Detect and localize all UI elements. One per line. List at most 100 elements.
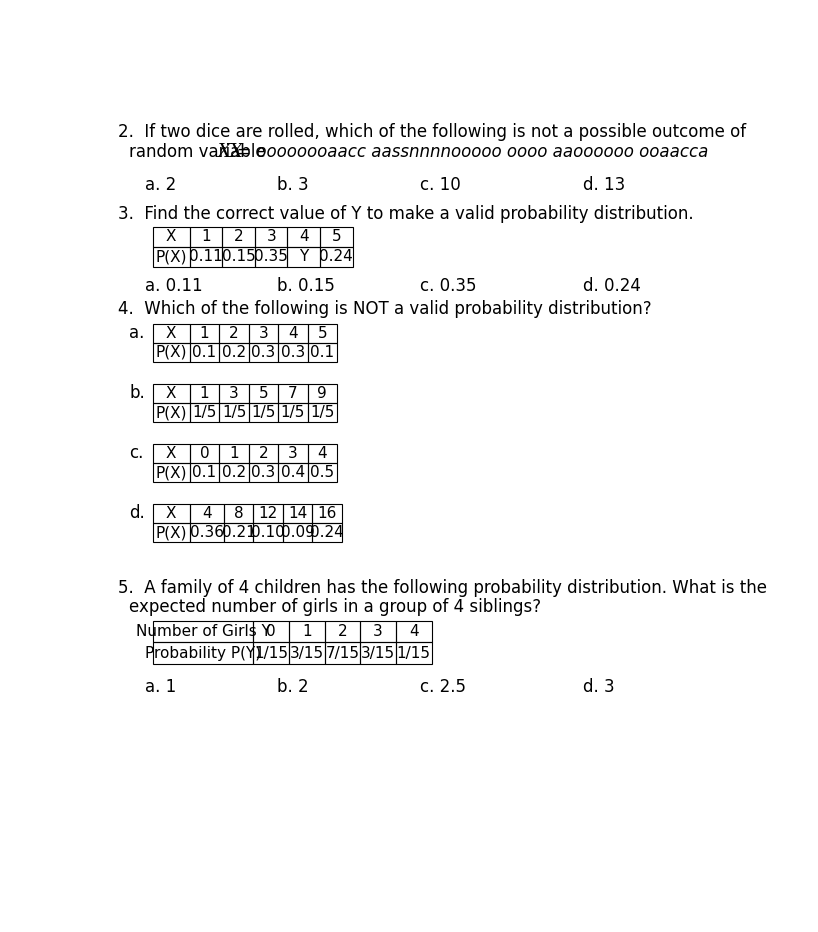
Text: 3/15: 3/15 (290, 646, 324, 661)
Bar (224, 504, 254, 523)
Text: 0.15: 0.15 (222, 249, 255, 264)
Bar (320, 247, 353, 267)
Text: c.: c. (129, 444, 144, 461)
Text: 4: 4 (202, 506, 212, 521)
Text: 0.36: 0.36 (190, 525, 224, 541)
Bar (222, 247, 255, 267)
Text: 9: 9 (317, 386, 327, 401)
Bar (287, 226, 320, 247)
Text: 3: 3 (288, 445, 298, 460)
Bar (219, 384, 249, 403)
Bar (249, 463, 278, 482)
Bar (249, 444, 278, 463)
Bar (153, 403, 190, 422)
Text: a. 2: a. 2 (145, 176, 176, 194)
Bar (308, 384, 337, 403)
Bar (190, 247, 222, 267)
Text: X: X (166, 506, 177, 521)
Text: 2: 2 (234, 229, 244, 244)
Bar (219, 463, 249, 482)
Text: 4.  Which of the following is NOT a valid probability distribution?: 4. Which of the following is NOT a valid… (118, 300, 651, 319)
Text: c. 2.5: c. 2.5 (420, 678, 466, 696)
Bar (308, 403, 337, 422)
Text: 1/15: 1/15 (397, 646, 431, 661)
Text: d.: d. (129, 504, 145, 522)
Text: 0.4: 0.4 (281, 465, 305, 480)
Text: 1/15: 1/15 (254, 646, 288, 661)
Text: X: X (166, 229, 177, 244)
Text: 0.3: 0.3 (281, 345, 305, 360)
Text: 0.11: 0.11 (189, 249, 223, 264)
Bar (190, 523, 224, 542)
Text: 0.2: 0.2 (222, 465, 246, 480)
Text: P(X): P(X) (155, 249, 187, 264)
Text: 4: 4 (317, 445, 327, 460)
Bar (278, 323, 308, 343)
Text: 0.10: 0.10 (251, 525, 285, 541)
Bar (283, 523, 312, 542)
Text: 5: 5 (317, 325, 327, 341)
Bar (289, 621, 325, 642)
Text: a. 1: a. 1 (145, 678, 176, 696)
Text: 1/5: 1/5 (222, 405, 246, 420)
Text: X: X (166, 445, 177, 460)
Bar (308, 323, 337, 343)
Bar (308, 343, 337, 363)
Text: 3: 3 (229, 386, 239, 401)
Text: Probability P(Y): Probability P(Y) (145, 646, 261, 661)
Text: b. 2: b. 2 (276, 678, 308, 696)
Text: 1/5: 1/5 (251, 405, 276, 420)
Bar (190, 343, 219, 363)
Text: 1/5: 1/5 (281, 405, 305, 420)
Text: 0.3: 0.3 (251, 345, 276, 360)
Text: 12: 12 (258, 506, 278, 521)
Text: b. 0.15: b. 0.15 (276, 278, 335, 295)
Text: 0: 0 (200, 445, 209, 460)
Bar (153, 226, 190, 247)
Text: 0.1: 0.1 (192, 345, 217, 360)
Text: 5.  A family of 4 children has the following probability distribution. What is t: 5. A family of 4 children has the follow… (118, 579, 766, 597)
Text: 0.09: 0.09 (281, 525, 314, 541)
Text: 7/15: 7/15 (326, 646, 359, 661)
Text: c. 0.35: c. 0.35 (420, 278, 477, 295)
Text: 1/5: 1/5 (192, 405, 217, 420)
Text: = oooooooaacc aassnnnnooooo oooo aaoooooo ooaacca: = oooooooaacc aassnnnnooooo oooo aaooooo… (232, 144, 709, 161)
Bar (219, 323, 249, 343)
Bar (190, 444, 219, 463)
Text: random variable: random variable (129, 144, 276, 161)
Text: 14: 14 (288, 506, 308, 521)
Text: 0.3: 0.3 (251, 465, 276, 480)
Text: expected number of girls in a group of 4 siblings?: expected number of girls in a group of 4… (129, 597, 542, 616)
Text: d. 0.24: d. 0.24 (582, 278, 640, 295)
Text: b. 3: b. 3 (276, 176, 308, 194)
Text: 2.  If two dice are rolled, which of the following is not a possible outcome of: 2. If two dice are rolled, which of the … (118, 123, 746, 142)
Text: 1: 1 (302, 624, 312, 639)
Text: X: X (166, 325, 177, 341)
Bar (325, 621, 360, 642)
Bar (360, 642, 396, 664)
Text: P(X): P(X) (155, 405, 187, 420)
Text: c. 10: c. 10 (420, 176, 461, 194)
Bar (320, 226, 353, 247)
Text: 0.5: 0.5 (310, 465, 335, 480)
Bar (219, 444, 249, 463)
Bar (153, 323, 190, 343)
Text: 0.21: 0.21 (222, 525, 255, 541)
Bar (396, 642, 432, 664)
Bar (289, 642, 325, 664)
Text: 4: 4 (299, 229, 308, 244)
Text: 1/5: 1/5 (310, 405, 335, 420)
Bar (278, 444, 308, 463)
Text: 1: 1 (200, 386, 209, 401)
Bar (254, 523, 283, 542)
Text: 0.35: 0.35 (254, 249, 288, 264)
Text: 0: 0 (267, 624, 276, 639)
Text: P(X): P(X) (155, 465, 187, 480)
Bar (153, 463, 190, 482)
Bar (396, 621, 432, 642)
Bar (249, 384, 278, 403)
Bar (325, 642, 360, 664)
Text: 4: 4 (409, 624, 419, 639)
Text: a.: a. (129, 323, 145, 342)
Bar (153, 384, 190, 403)
